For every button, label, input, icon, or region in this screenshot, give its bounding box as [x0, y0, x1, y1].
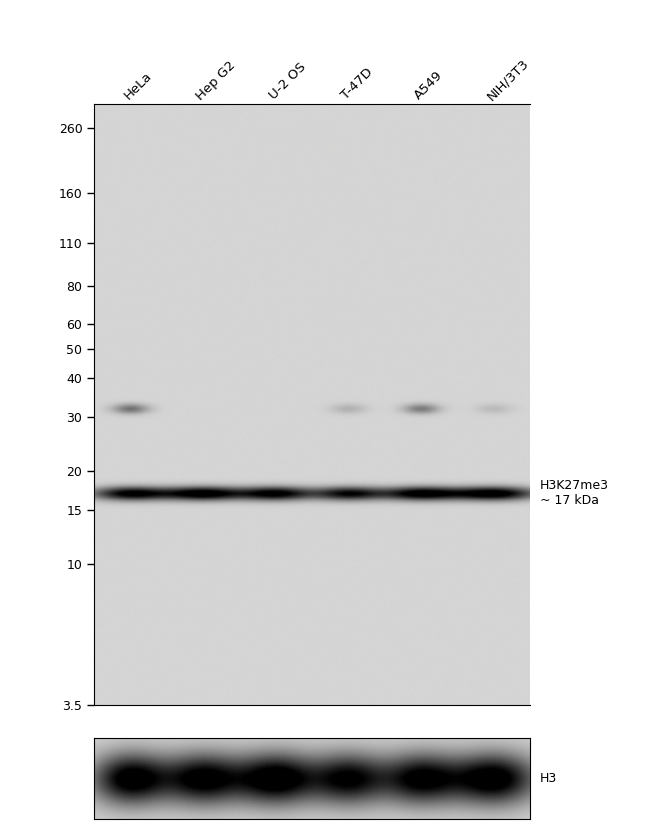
- Text: A549: A549: [411, 69, 445, 103]
- Text: Hep G2: Hep G2: [194, 58, 238, 103]
- Text: H3K27me3
~ 17 kDa: H3K27me3 ~ 17 kDa: [540, 479, 608, 507]
- Text: T-47D: T-47D: [339, 66, 376, 103]
- Text: U-2 OS: U-2 OS: [266, 61, 308, 103]
- Text: H3: H3: [540, 772, 557, 785]
- Text: HeLa: HeLa: [122, 70, 154, 103]
- Text: NIH/3T3: NIH/3T3: [484, 56, 531, 103]
